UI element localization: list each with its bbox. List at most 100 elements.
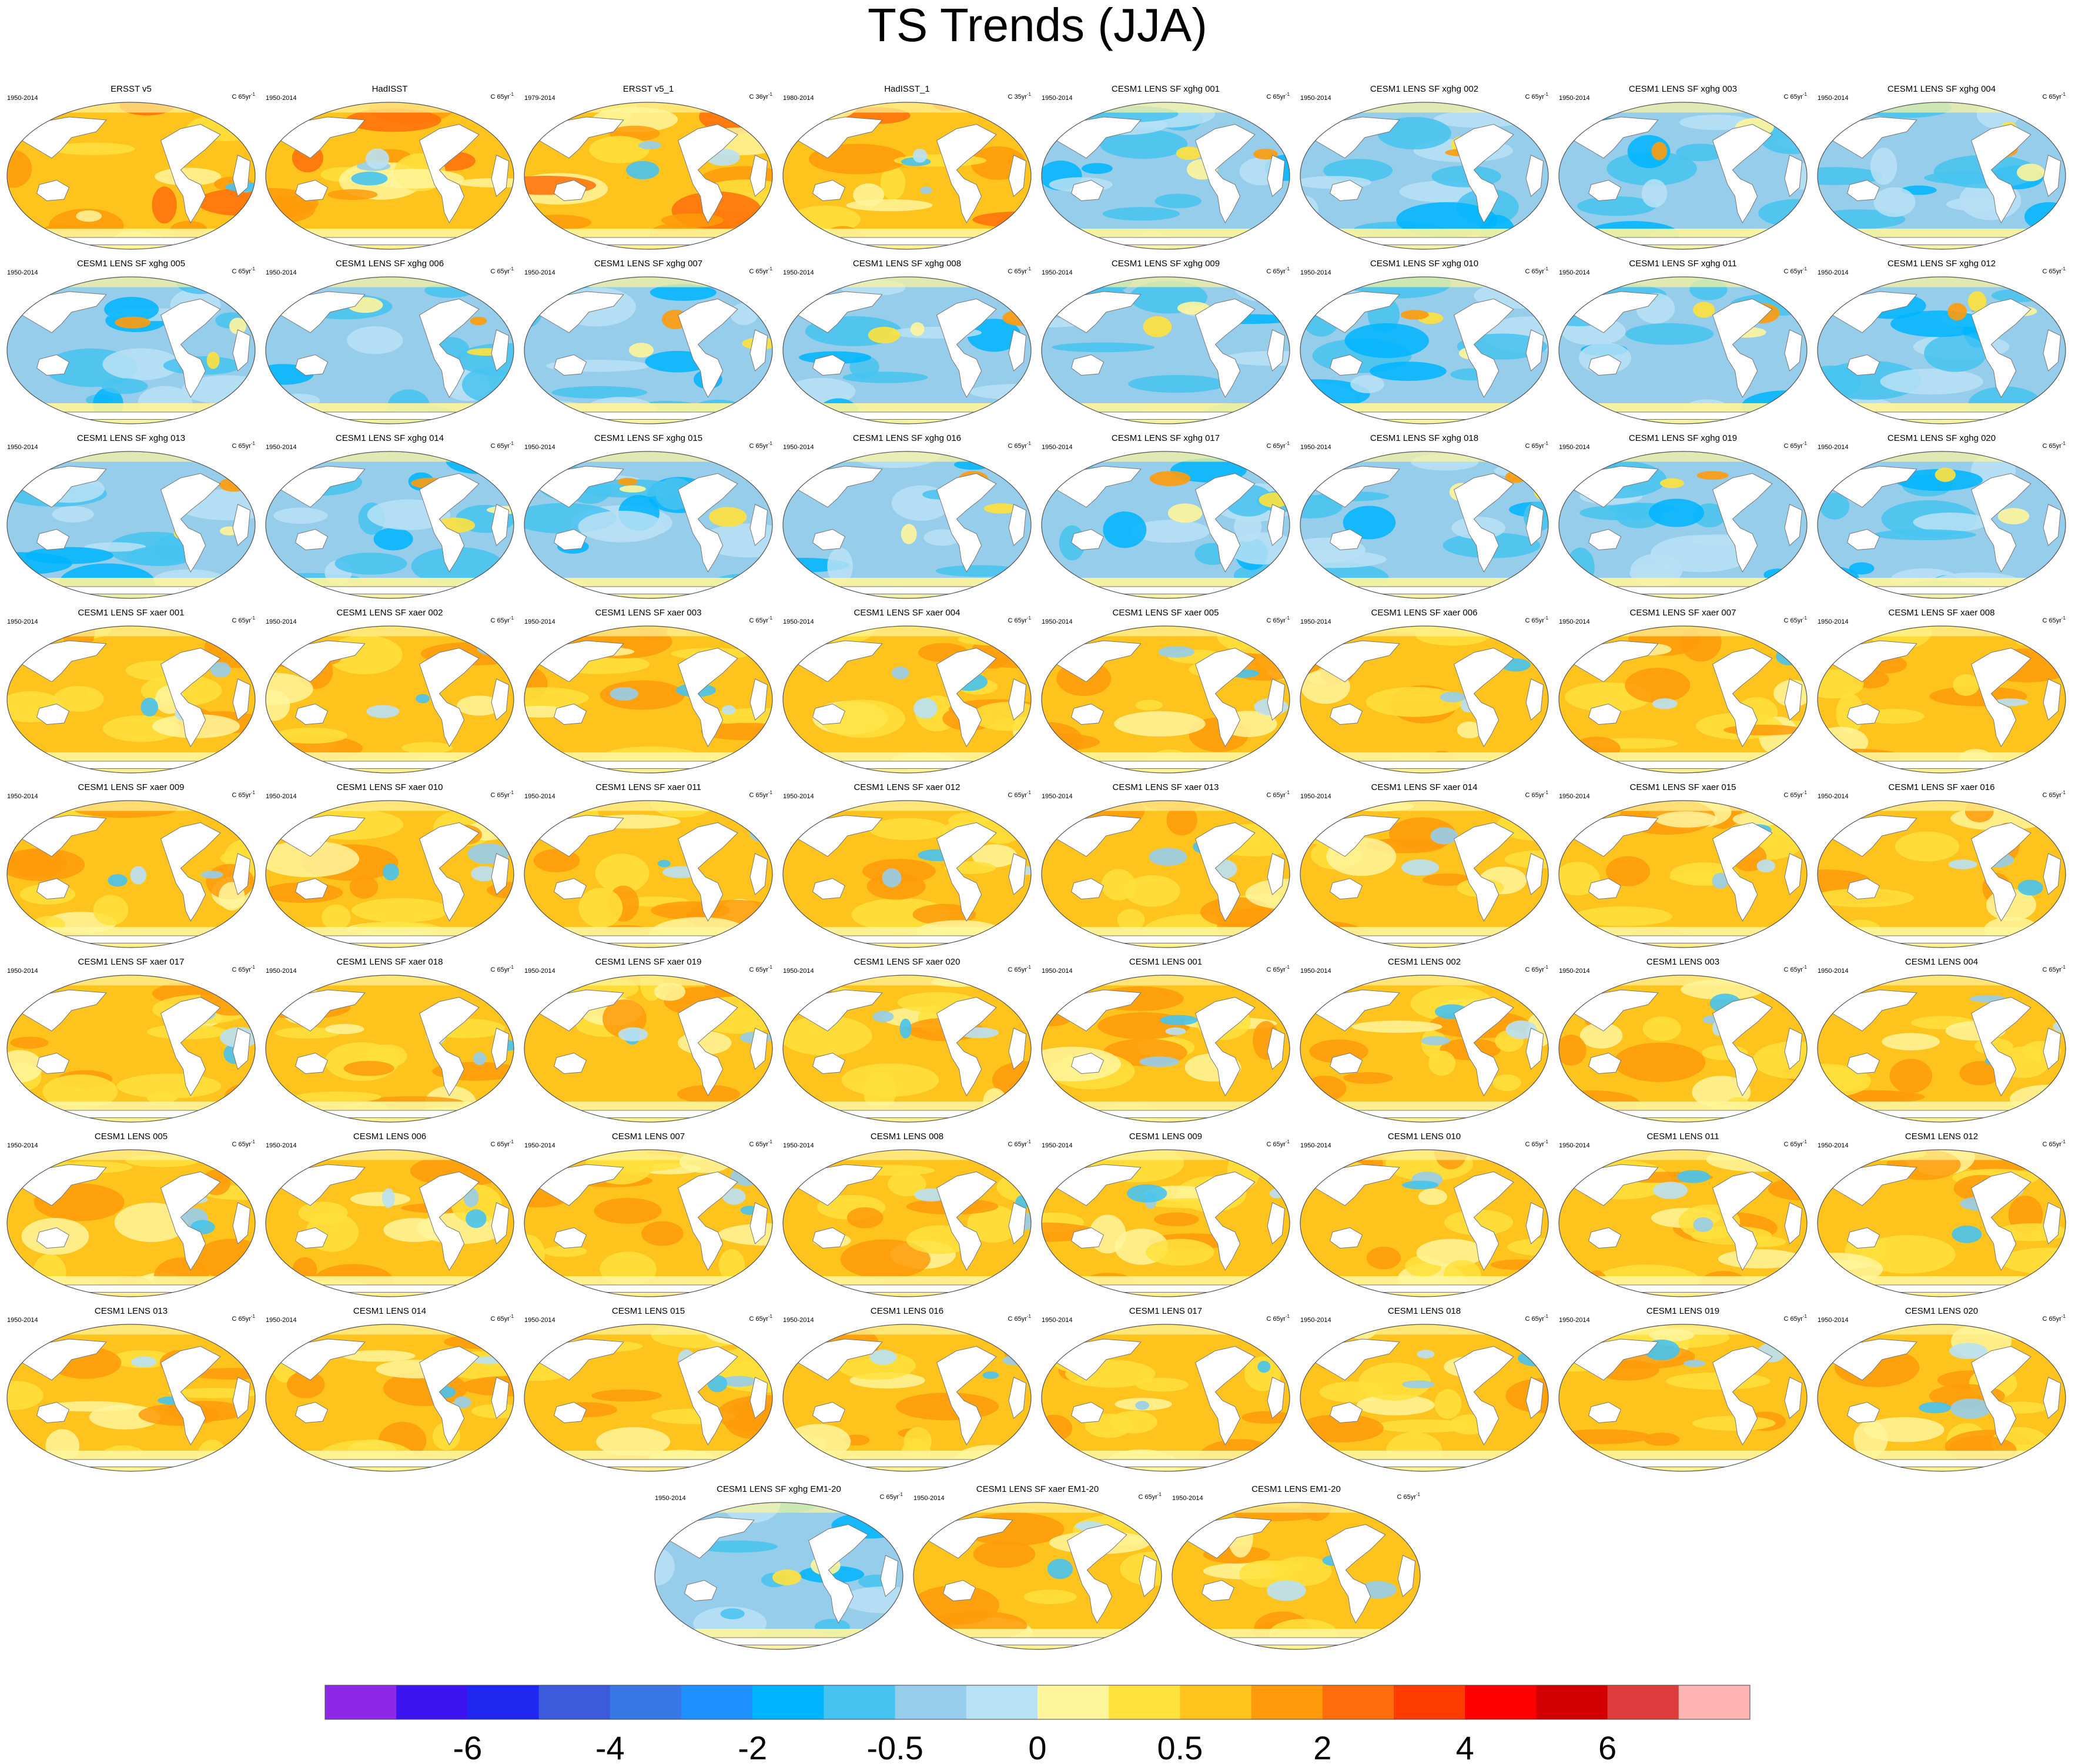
land-mass — [36, 354, 70, 376]
land-mass — [1312, 291, 1400, 333]
map-panel: CESM1 LENS SF xghg 011 1950-2014 C 65yr-1 — [1558, 259, 1808, 424]
land-mass — [1847, 1110, 2036, 1118]
land-mass — [1571, 1338, 1659, 1381]
panel-unit: C 65yr-1 — [2042, 1139, 2066, 1148]
map-panel: CESM1 LENS SF xaer 019 1950-2014 C 65yr-1 — [524, 957, 773, 1123]
land-mass — [925, 1517, 1013, 1559]
map-panel: CESM1 LENS SF xghg 002 1950-2014 C 65yr-1 — [1300, 84, 1549, 250]
panel-period: 1950-2014 — [1300, 793, 1331, 800]
colorbar-swatch — [824, 1685, 896, 1719]
colorbar-tick-label: 0 — [1028, 1729, 1046, 1764]
land-mass — [1330, 179, 1363, 202]
land-mass — [1525, 1202, 1544, 1244]
land-mass — [1071, 1459, 1260, 1467]
land-mass — [491, 504, 510, 546]
land-mass — [554, 878, 587, 900]
map-border — [6, 1324, 256, 1472]
colorbar-swatch — [610, 1685, 682, 1719]
panel-title: CESM1 LENS SF xaer 015 — [1630, 782, 1736, 792]
map-panel: CESM1 LENS SF xaer 012 1950-2014 C 65yr-1 — [782, 782, 1032, 948]
colorbar-tick-label: 6 — [1598, 1729, 1617, 1764]
land-mass — [554, 1459, 743, 1467]
panel-title: CESM1 LENS SF xghg 014 — [336, 433, 444, 443]
land-mass — [19, 815, 107, 857]
land-mass — [1784, 1202, 1803, 1244]
panel-period: 1950-2014 — [1818, 968, 1849, 975]
panel-unit: C 65yr-1 — [232, 266, 255, 275]
colorbar-swatch — [895, 1685, 967, 1719]
panel-title: CESM1 LENS SF xghg 007 — [594, 259, 702, 269]
land-mass — [554, 703, 587, 725]
land-mass — [554, 528, 587, 551]
land-mass — [1071, 703, 1105, 725]
land-mass — [277, 291, 366, 333]
land-mass — [419, 1345, 480, 1446]
land-mass — [36, 411, 226, 420]
map-border — [1300, 451, 1549, 599]
panel-title: CESM1 LENS 009 — [1129, 1132, 1202, 1142]
panel-title: CESM1 LENS SF xghg 009 — [1112, 259, 1220, 269]
land-mass — [295, 179, 329, 202]
land-mass — [1267, 155, 1286, 197]
panel-unit: C 65yr-1 — [2042, 266, 2066, 275]
land-mass — [1053, 1164, 1142, 1206]
panel-title: CESM1 LENS SF xaer 017 — [78, 957, 185, 967]
land-mass — [1267, 1377, 1286, 1419]
map-border — [1300, 1149, 1549, 1297]
map-border — [524, 1149, 773, 1297]
land-mass — [536, 291, 624, 333]
panel-title: CESM1 LENS SF xaer 004 — [854, 608, 960, 618]
panel-title: CESM1 LENS SF xghg 018 — [1370, 433, 1478, 443]
land-mass — [667, 1517, 755, 1559]
map-border — [1172, 1502, 1421, 1650]
land-mass — [936, 1345, 997, 1446]
map-panel: CESM1 LENS 011 1950-2014 C 65yr-1 — [1558, 1132, 1808, 1297]
panel-unit: C 65yr-1 — [749, 1139, 772, 1148]
map-border — [913, 1502, 1162, 1650]
map-panel: CESM1 LENS SF xghg 012 1950-2014 C 65yr-1 — [1817, 259, 2066, 424]
panel-unit: C 65yr-1 — [2042, 441, 2066, 450]
land-mass — [795, 466, 883, 508]
land-mass — [1588, 1284, 1778, 1293]
panel-period: 1950-2014 — [1300, 444, 1331, 451]
map-panels: ERSST v5 1950-2014 C 65yr-1 HadISST 1950-201… — [6, 84, 2066, 1650]
panel-unit: C 65yr-1 — [1783, 1314, 1807, 1323]
panel-period: 1950-2014 — [1559, 968, 1590, 975]
colorbar-swatch — [538, 1685, 611, 1719]
map-border — [1300, 800, 1549, 948]
panel-unit: C 65yr-1 — [1525, 615, 1548, 624]
panel-unit: C 65yr-1 — [1783, 1139, 1807, 1148]
map-panel: CESM1 LENS SF xghg 010 1950-2014 C 65yr-1 — [1300, 259, 1549, 424]
land-mass — [554, 1284, 743, 1293]
map-panel: CESM1 LENS SF xghg 006 1950-2014 C 65yr-1 — [265, 259, 514, 424]
land-mass — [232, 1027, 251, 1070]
land-mass — [1453, 822, 1514, 922]
colorbar-tick-label: -6 — [453, 1729, 483, 1764]
land-mass — [936, 1171, 997, 1271]
panel-period: 1950-2014 — [7, 618, 38, 625]
land-mass — [2043, 853, 2061, 895]
map-border — [1041, 276, 1290, 424]
land-mass — [749, 504, 768, 546]
land-mass — [1847, 761, 2036, 769]
land-mass — [1453, 647, 1514, 748]
panel-unit: C 65yr-1 — [1525, 790, 1548, 799]
land-mass — [808, 1524, 869, 1624]
panel-title: CESM1 LENS SF xaer 013 — [1113, 782, 1219, 792]
land-mass — [1784, 155, 1803, 197]
map-panel: CESM1 LENS SF xghg EM1-20 1950-2014 C 65yr… — [654, 1484, 903, 1650]
panel-title: CESM1 LENS 015 — [612, 1306, 685, 1316]
land-mass — [232, 678, 251, 721]
panel-unit: C 65yr-1 — [1783, 92, 1807, 101]
land-mass — [1571, 640, 1659, 682]
land-mass — [19, 466, 107, 508]
map-panel: CESM1 LENS SF xaer 011 1950-2014 C 65yr-1 — [524, 782, 773, 948]
panel-title: CESM1 LENS 011 — [1646, 1132, 1719, 1142]
land-mass — [1325, 1524, 1386, 1624]
land-mass — [36, 703, 70, 725]
chart-title: TS Trends (JJA) — [868, 0, 1207, 51]
map-panel: CESM1 LENS SF xghg 003 1950-2014 C 65yr-1 — [1558, 84, 1808, 250]
panel-title: CESM1 LENS SF xghg 020 — [1887, 433, 1996, 443]
land-mass — [1847, 354, 1880, 376]
panel-title: CESM1 LENS 004 — [1905, 957, 1978, 967]
